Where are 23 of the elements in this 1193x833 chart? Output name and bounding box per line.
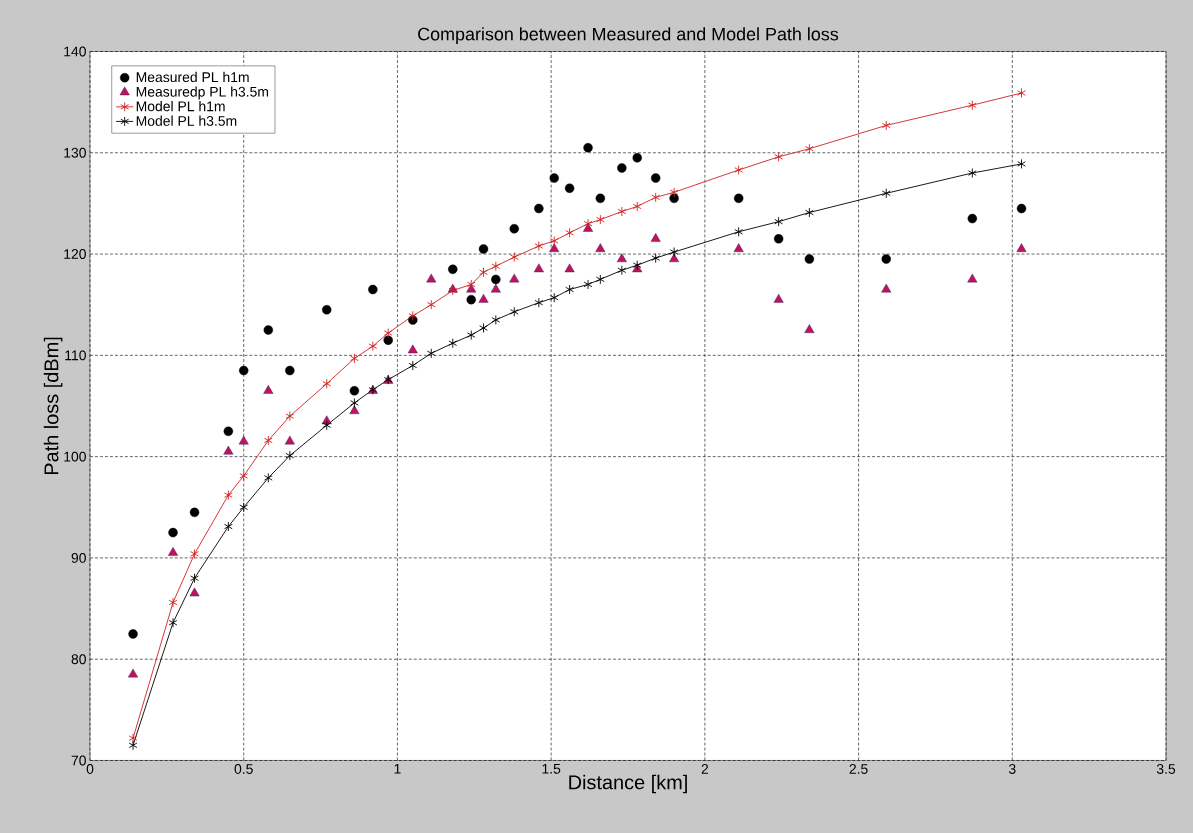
x-axis-title: Distance [km]: [569, 774, 687, 794]
y-tick-label: 70: [71, 755, 86, 766]
x-tick-label: 2.5: [849, 763, 868, 774]
x-tick-label: 3.5: [1156, 763, 1176, 774]
x-tick-label: 1: [394, 764, 401, 774]
y-tick-label: 80: [71, 654, 86, 665]
y-axis-title: Path loss [dBm]: [43, 337, 63, 475]
y-tick-label: 100: [64, 451, 86, 462]
x-tick-label: 1.5: [542, 764, 561, 774]
chart-title: Comparison between Measured and Model Path loss: [418, 27, 839, 44]
x-tick-label: 0.5: [234, 763, 253, 774]
x-tick-label: 3: [1008, 763, 1016, 774]
y-tick-label: 90: [71, 552, 86, 563]
legend-label: Model PL h1m: [136, 101, 225, 112]
legend-label: Measuredp PL h3.5m: [136, 86, 269, 100]
y-tick-label: 130: [64, 147, 86, 158]
y-tick-label: 110: [65, 350, 86, 361]
x-tick-label: 2: [701, 763, 709, 774]
legend-label: Model PL h3.5m: [136, 115, 237, 126]
x-tick-label: 0: [86, 763, 94, 774]
y-tick-label: 120: [64, 249, 86, 259]
y-tick-label: 140: [64, 46, 86, 57]
legend-label: Measured PL h1m: [136, 71, 249, 83]
